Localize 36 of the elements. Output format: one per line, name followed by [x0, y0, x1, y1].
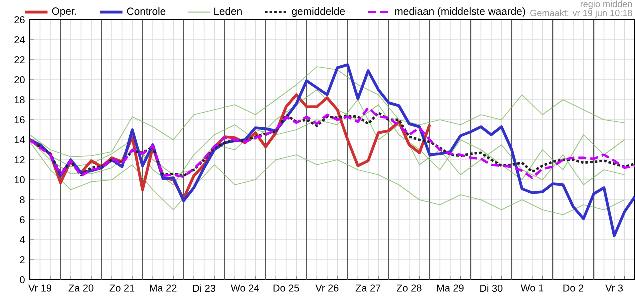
y-tick-label: 6	[20, 216, 25, 224]
x-tick-label: Vr 26	[316, 284, 339, 292]
y-tick-label: 18	[14, 96, 25, 104]
legend-label: Controle	[127, 8, 166, 16]
y-tick-label: 24	[14, 36, 25, 44]
y-tick-label: 4	[20, 236, 25, 244]
x-tick-label: Wo 24	[231, 284, 260, 292]
x-tick-label: Di 30	[480, 284, 503, 292]
x-tick-label: Vr 19	[28, 284, 52, 292]
y-tick-label: 14	[14, 136, 25, 144]
x-tick-label: Do 25	[274, 284, 300, 292]
y-tick-label: 10	[14, 176, 25, 184]
y-tick-label: 2	[20, 256, 25, 264]
x-tick-label: Za 20	[68, 284, 94, 292]
legend-label: Leden	[214, 8, 242, 16]
y-tick-label: 8	[20, 196, 25, 204]
x-tick-label: Vr 3	[606, 284, 624, 292]
legend-label: gemiddelde	[292, 8, 346, 18]
y-tick-label: 16	[14, 116, 25, 124]
x-tick-label: Di 23	[193, 284, 216, 292]
legend-label: Oper.	[52, 8, 76, 18]
y-tick-label: 26	[14, 16, 25, 24]
y-tick-label: 12	[14, 156, 25, 164]
x-tick-label: Do 2	[564, 284, 584, 292]
x-tick-label: Ma 22	[150, 284, 177, 292]
x-tick-label: Ma 29	[437, 284, 464, 292]
text: regio midden	[580, 0, 632, 10]
x-tick-label: Za 27	[356, 284, 381, 292]
text: Gemaakt: vr 19 jun 10:18	[530, 10, 632, 18]
y-tick-label: 22	[14, 56, 25, 64]
x-tick-label: Zo 28	[396, 284, 422, 292]
y-tick-label: 20	[14, 76, 25, 84]
x-tick-label: Wo 1	[520, 284, 544, 292]
legend-label: mediaan (middelste waarde)	[395, 8, 526, 18]
y-tick-label: 0	[20, 276, 25, 284]
x-tick-label: Zo 21	[110, 284, 135, 292]
